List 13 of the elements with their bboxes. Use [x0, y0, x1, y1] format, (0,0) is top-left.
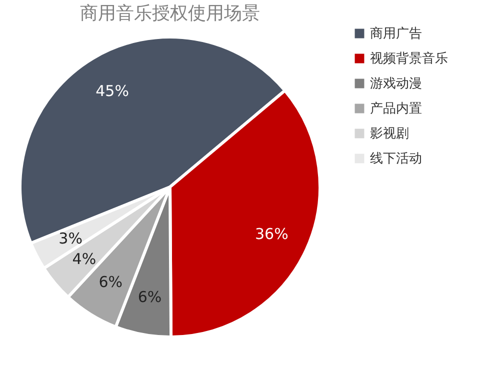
data-label: 6% — [98, 272, 123, 291]
data-label: 45% — [96, 82, 129, 100]
data-label: 4% — [72, 250, 96, 268]
legend-label: 游戏动漫 — [370, 76, 422, 92]
data-label: 36% — [255, 224, 288, 243]
legend-label: 产品内置 — [370, 102, 422, 116]
legend-label: 影视剧 — [370, 126, 409, 142]
legend-label: 商用广告 — [370, 26, 422, 42]
data-label: 6% — [138, 288, 162, 306]
legend-label: 视频背景音乐 — [370, 52, 448, 66]
chart-title: 商用音乐授权使用场景 — [80, 3, 260, 24]
legend-label: 线下活动 — [370, 152, 422, 166]
data-label: 3% — [58, 230, 82, 248]
